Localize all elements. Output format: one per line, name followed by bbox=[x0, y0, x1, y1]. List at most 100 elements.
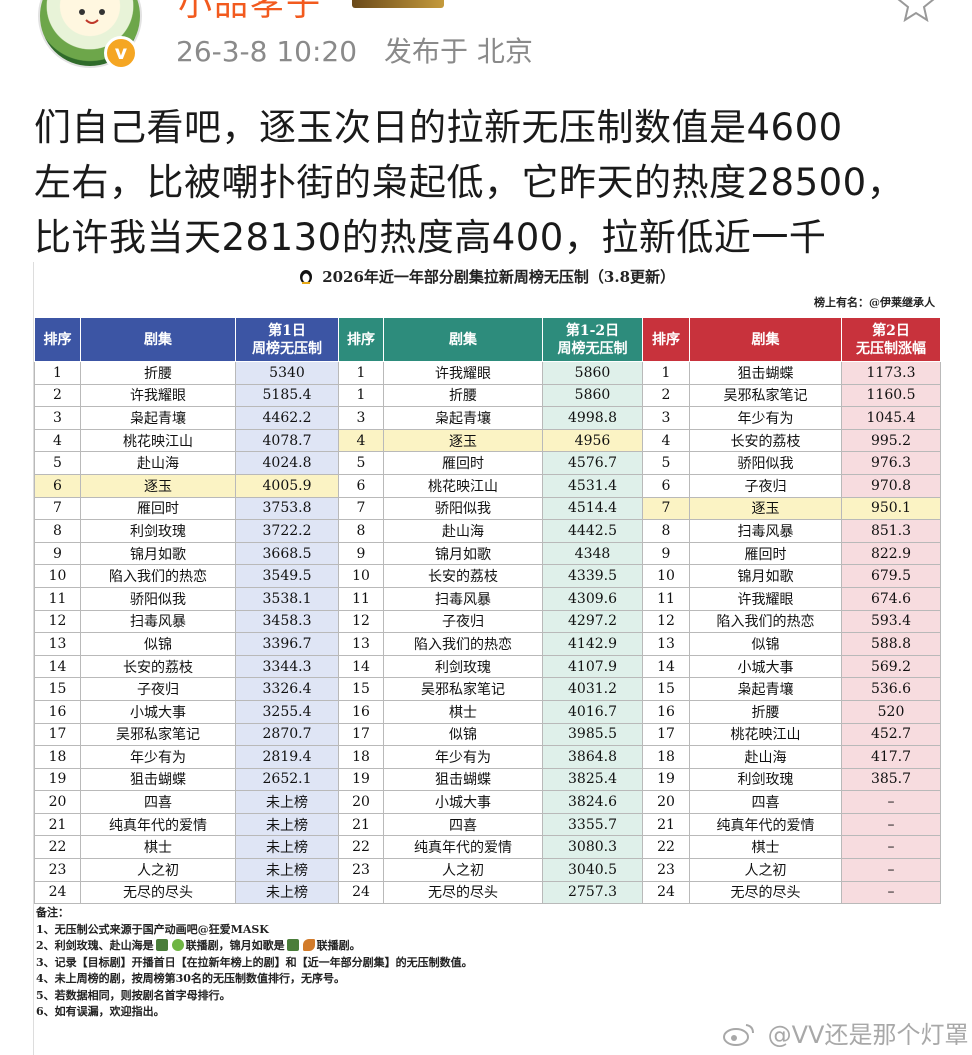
watermark-handle: @VV还是那个灯罩 bbox=[767, 1021, 969, 1049]
value-cell-2: 4998.8 bbox=[542, 406, 643, 430]
note-line-2-a: 2、利剑玫瑰、赴山海是 bbox=[36, 939, 154, 952]
value-cell-3: 674.6 bbox=[841, 586, 941, 611]
value-cell-2: 4107.9 bbox=[542, 654, 643, 679]
drama-cell-3: 扫毒风暴 bbox=[689, 519, 842, 543]
rank-cell-3: 6 bbox=[642, 473, 690, 498]
rank-cell-2: 1 bbox=[338, 361, 384, 385]
drama-cell-2: 棋士 bbox=[383, 699, 543, 724]
drama-cell-3: 子夜归 bbox=[689, 473, 842, 498]
value-cell-3: 588.8 bbox=[841, 632, 941, 656]
username[interactable]: 小品孝子 bbox=[178, 0, 322, 24]
drama-cell-2: 子夜归 bbox=[383, 609, 543, 634]
rank-cell-3: 18 bbox=[642, 745, 690, 769]
value-cell-1: 4024.8 bbox=[235, 451, 339, 475]
drama-cell-2: 人之初 bbox=[383, 858, 543, 882]
rank-cell-2: 7 bbox=[338, 496, 384, 521]
value-cell-2: 3355.7 bbox=[542, 812, 643, 837]
rank-cell-2: 15 bbox=[338, 677, 384, 701]
value-cell-3: 1045.4 bbox=[841, 406, 941, 430]
drama-cell-1: 四喜 bbox=[80, 790, 236, 814]
drama-cell-2: 小城大事 bbox=[383, 790, 543, 814]
note-line-4: 4、未上周榜的剧，按周榜第30名的无压制数值排行，无序号。 bbox=[36, 972, 345, 985]
drama-cell-1: 逐玉 bbox=[80, 473, 236, 498]
drama-cell-3: 无尽的尽头 bbox=[689, 880, 842, 905]
rank-cell-3: 10 bbox=[642, 564, 690, 588]
header-day1: 第1日 周榜无压制 bbox=[235, 317, 339, 362]
value-cell-1: 3668.5 bbox=[235, 541, 339, 566]
table-notes: 备注： 1、无压制公式来源于国产动画吧@狂爱MASK 2、利剑玫瑰、赴山海是 联播… bbox=[36, 905, 936, 1021]
drama-cell-1: 骄阳似我 bbox=[80, 586, 236, 611]
rank-cell-2: 23 bbox=[338, 858, 384, 882]
value-cell-2: 3824.6 bbox=[542, 790, 643, 814]
drama-cell-2: 许我耀眼 bbox=[383, 361, 543, 385]
value-cell-2: 4142.9 bbox=[542, 632, 643, 656]
rank-cell-3: 11 bbox=[642, 586, 690, 611]
drama-cell-1: 人之初 bbox=[80, 858, 236, 882]
ranking-image[interactable]: 2026年近一年部分剧集拉新周榜无压制（3.8更新） 榜上有名：@伊莱继承人 排… bbox=[33, 262, 941, 1055]
table-row: 18 年少有为 2819.4 18 年少有为 3864.8 18 赴山海 417.7 bbox=[34, 745, 941, 769]
value-cell-2: 4514.4 bbox=[542, 496, 643, 521]
post-date: 26-3-8 10:20 bbox=[176, 35, 358, 68]
watermark: @VV还是那个灯罩 bbox=[722, 1015, 968, 1050]
value-cell-3: – bbox=[841, 880, 941, 905]
rank-cell-3: 23 bbox=[642, 858, 690, 882]
drama-cell-1: 折腰 bbox=[80, 361, 236, 385]
value-cell-2: 3864.8 bbox=[542, 745, 643, 769]
value-cell-3: 536.6 bbox=[841, 677, 941, 701]
rank-cell-3: 22 bbox=[642, 835, 690, 860]
rank-cell-3: 20 bbox=[642, 790, 690, 814]
rank-cell-2: 10 bbox=[338, 564, 384, 588]
value-cell-2: 5860 bbox=[542, 361, 643, 385]
drama-cell-3: 桃花映江山 bbox=[689, 722, 842, 747]
drama-cell-1: 利剑玫瑰 bbox=[80, 519, 236, 543]
drama-cell-2: 桃花映江山 bbox=[383, 473, 543, 498]
value-cell-1: 3753.8 bbox=[235, 496, 339, 521]
drama-cell-3: 吴邪私家笔记 bbox=[689, 383, 842, 408]
value-cell-3: 851.3 bbox=[841, 519, 941, 543]
table-row: 15 子夜归 3326.4 15 吴邪私家笔记 4031.2 15 枭起青壤 536.6 bbox=[34, 677, 941, 701]
value-cell-1: 4078.7 bbox=[235, 428, 339, 453]
rank-cell-2: 14 bbox=[338, 654, 384, 679]
favorite-star-icon[interactable] bbox=[896, 0, 936, 22]
header-drama-1: 剧集 bbox=[80, 317, 236, 362]
rank-cell-1: 23 bbox=[34, 858, 81, 882]
drama-cell-2: 折腰 bbox=[383, 383, 543, 408]
post-location: 发布于 北京 bbox=[383, 35, 533, 68]
platform-up-icon-2 bbox=[286, 939, 299, 951]
value-cell-1: 2870.7 bbox=[235, 722, 339, 747]
value-cell-1: 3458.3 bbox=[235, 609, 339, 634]
rank-cell-2: 17 bbox=[338, 722, 384, 747]
rank-cell-3: 15 bbox=[642, 677, 690, 701]
value-cell-2: 4031.2 bbox=[542, 677, 643, 701]
drama-cell-1: 长安的荔枝 bbox=[80, 654, 236, 679]
value-cell-1: 未上榜 bbox=[235, 790, 339, 814]
table-row: 20 四喜 未上榜 20 小城大事 3824.6 20 四喜 – bbox=[34, 790, 941, 814]
rank-cell-2: 4 bbox=[338, 428, 384, 453]
platform-up-icon bbox=[155, 939, 168, 951]
drama-cell-3: 似锦 bbox=[689, 632, 842, 656]
rank-cell-1: 11 bbox=[34, 586, 81, 611]
platform-circle-icon bbox=[171, 939, 184, 951]
table-row: 17 吴邪私家笔记 2870.7 17 似锦 3985.5 17 桃花映江山 452.7 bbox=[34, 722, 941, 747]
value-cell-3: – bbox=[841, 858, 941, 882]
rank-cell-2: 9 bbox=[338, 541, 384, 566]
weibo-logo-icon bbox=[723, 1024, 754, 1046]
value-cell-3: 520 bbox=[841, 699, 941, 724]
rank-cell-2: 21 bbox=[338, 812, 384, 837]
rank-cell-2: 11 bbox=[338, 586, 384, 611]
drama-cell-3: 人之初 bbox=[689, 858, 842, 882]
header-rank-2: 排序 bbox=[338, 317, 384, 362]
drama-cell-3: 雁回时 bbox=[689, 541, 842, 566]
drama-cell-1: 年少有为 bbox=[80, 745, 236, 769]
avatar-face-icon bbox=[79, 9, 105, 24]
drama-cell-1: 雁回时 bbox=[80, 496, 236, 521]
value-cell-3: – bbox=[841, 812, 941, 837]
rank-cell-1: 3 bbox=[34, 406, 81, 430]
value-cell-3: 970.8 bbox=[841, 473, 941, 498]
value-cell-2: 3825.4 bbox=[542, 767, 643, 792]
drama-cell-2: 锦月如歌 bbox=[383, 541, 543, 566]
rank-cell-1: 8 bbox=[34, 519, 81, 543]
drama-cell-2: 似锦 bbox=[383, 722, 543, 747]
rank-cell-3: 8 bbox=[642, 519, 690, 543]
drama-cell-1: 小城大事 bbox=[80, 699, 236, 724]
